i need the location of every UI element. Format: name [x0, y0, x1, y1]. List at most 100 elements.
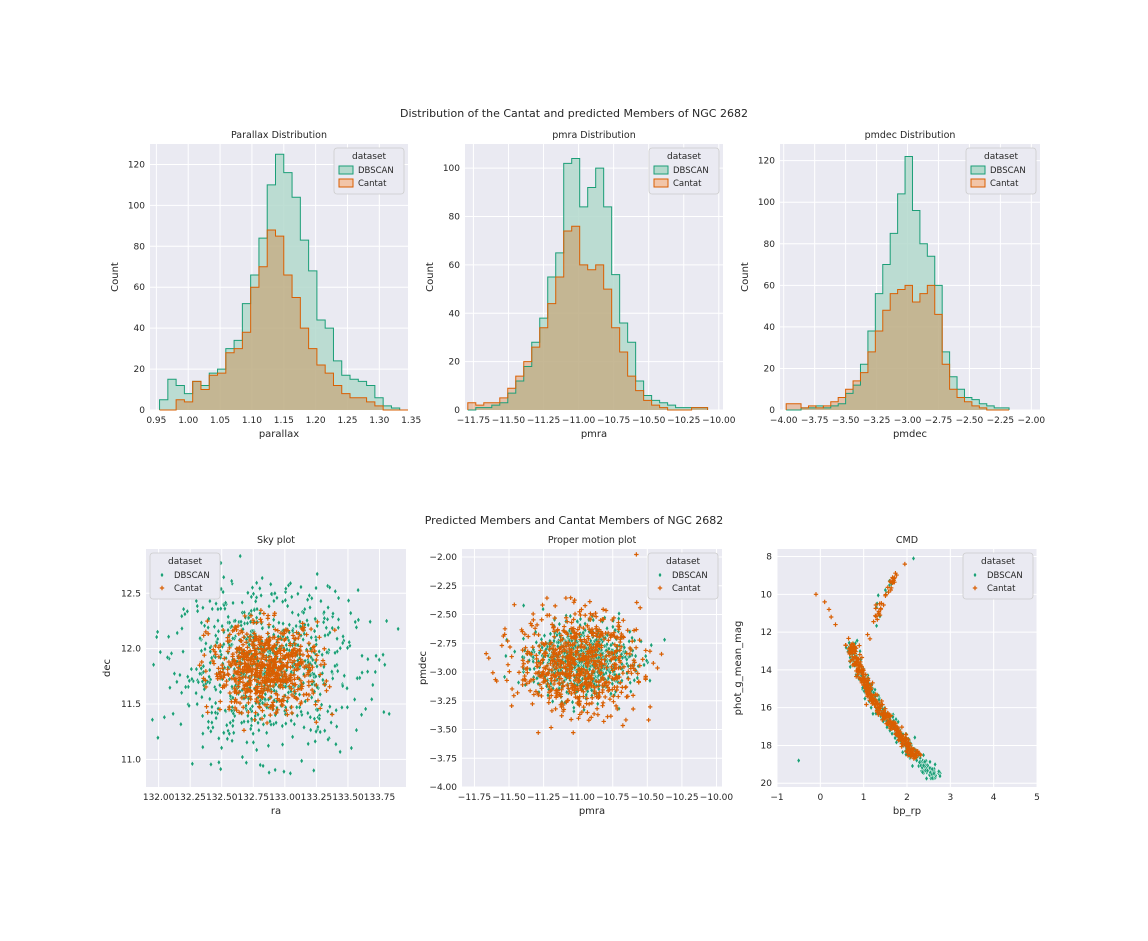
data-point — [309, 634, 314, 641]
data-point — [171, 710, 176, 717]
data-point — [584, 654, 589, 660]
y-tick-label: 0 — [769, 406, 775, 416]
data-point — [605, 625, 609, 632]
data-point — [216, 735, 221, 742]
data-point — [551, 672, 556, 677]
data-point — [347, 639, 352, 646]
data-point — [557, 621, 562, 628]
data-point — [218, 669, 223, 674]
data-point — [486, 655, 491, 661]
data-point — [253, 634, 259, 640]
data-point — [546, 700, 552, 705]
data-point — [216, 628, 221, 635]
data-point — [600, 703, 605, 708]
legend-entry: Cantat — [672, 584, 701, 594]
data-point — [647, 704, 653, 710]
legend: dataset DBSCAN Cantat — [962, 552, 1034, 600]
data-point — [259, 716, 265, 721]
data-point — [195, 701, 200, 708]
data-point — [280, 598, 285, 605]
data-point — [538, 660, 543, 665]
x-tick-label: −3.00 — [894, 416, 922, 426]
data-point — [631, 706, 636, 712]
data-point — [219, 744, 224, 751]
data-point — [606, 638, 611, 643]
data-point — [590, 630, 596, 635]
y-tick-label: 0 — [454, 406, 460, 416]
data-point — [174, 678, 179, 685]
data-point — [589, 700, 595, 706]
data-point — [256, 719, 260, 726]
y-tick-label: 80 — [764, 240, 776, 250]
panel-title: Sky plot — [257, 535, 295, 546]
data-point — [349, 745, 354, 752]
data-point — [521, 668, 526, 675]
data-point — [268, 712, 273, 718]
data-point — [318, 672, 323, 677]
data-point — [235, 623, 241, 629]
y-tick-label: 20 — [764, 364, 776, 374]
data-point — [270, 635, 276, 640]
data-point — [598, 653, 603, 658]
data-point — [348, 610, 353, 617]
data-point — [523, 645, 528, 650]
data-point — [568, 717, 574, 722]
data-point — [268, 581, 273, 588]
data-point — [216, 617, 220, 624]
data-point — [541, 606, 545, 613]
legend-marker — [973, 572, 977, 578]
data-point — [893, 723, 898, 728]
data-point — [213, 654, 218, 661]
data-point — [896, 727, 902, 733]
data-point — [162, 714, 167, 721]
data-point — [206, 631, 211, 636]
data-point — [566, 671, 572, 677]
data-point — [857, 652, 863, 657]
data-point — [873, 692, 878, 697]
data-point — [290, 609, 295, 616]
data-point — [330, 675, 335, 682]
data-point — [905, 737, 911, 742]
data-point — [579, 669, 585, 674]
x-tick-label: −10.25 — [665, 793, 698, 803]
panel-title: pmdec Distribution — [865, 130, 956, 141]
data-point — [244, 739, 249, 746]
data-point — [613, 662, 619, 668]
data-point — [268, 680, 273, 685]
data-point — [256, 711, 260, 718]
data-point — [512, 602, 517, 607]
data-point — [547, 695, 552, 701]
data-point — [317, 648, 322, 655]
legend: dataset DBSCAN Cantat — [648, 147, 720, 195]
y-tick-label: 80 — [449, 213, 461, 223]
data-point — [236, 681, 241, 687]
data-point — [599, 645, 604, 650]
data-point — [885, 720, 890, 726]
data-point — [606, 680, 612, 685]
data-point — [886, 589, 891, 595]
data-point — [578, 672, 583, 677]
data-point — [216, 672, 222, 677]
data-point — [310, 656, 315, 663]
data-point — [637, 605, 643, 610]
data-point — [200, 604, 205, 611]
x-tick-label: 4 — [991, 793, 997, 803]
data-point — [250, 617, 256, 623]
x-tick-label: −4.00 — [770, 416, 798, 426]
data-point — [573, 652, 579, 658]
x-tick-label: 132.25 — [174, 793, 206, 803]
data-point — [499, 643, 505, 648]
data-point — [568, 595, 573, 600]
data-point — [317, 706, 323, 711]
data-point — [345, 704, 350, 711]
data-point — [632, 637, 637, 644]
data-point — [534, 653, 539, 658]
data-point — [271, 721, 276, 728]
data-point — [225, 667, 230, 672]
data-point — [333, 588, 338, 595]
data-point — [248, 682, 253, 688]
data-point — [275, 672, 280, 678]
data-point — [643, 648, 648, 653]
data-point — [274, 710, 279, 716]
data-point — [266, 658, 271, 663]
